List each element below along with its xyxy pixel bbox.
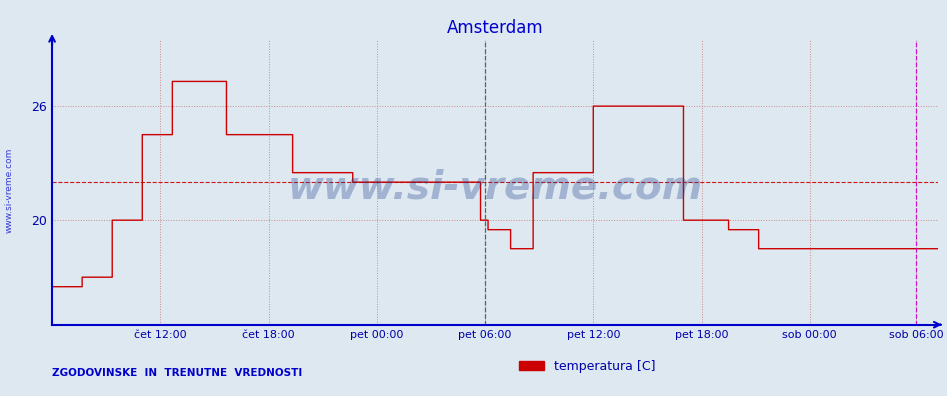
Text: www.si-vreme.com: www.si-vreme.com — [287, 169, 703, 207]
Title: Amsterdam: Amsterdam — [446, 19, 544, 37]
Text: www.si-vreme.com: www.si-vreme.com — [5, 147, 14, 233]
Text: ZGODOVINSKE  IN  TRENUTNE  VREDNOSTI: ZGODOVINSKE IN TRENUTNE VREDNOSTI — [52, 368, 302, 378]
Legend: temperatura [C]: temperatura [C] — [514, 355, 660, 378]
